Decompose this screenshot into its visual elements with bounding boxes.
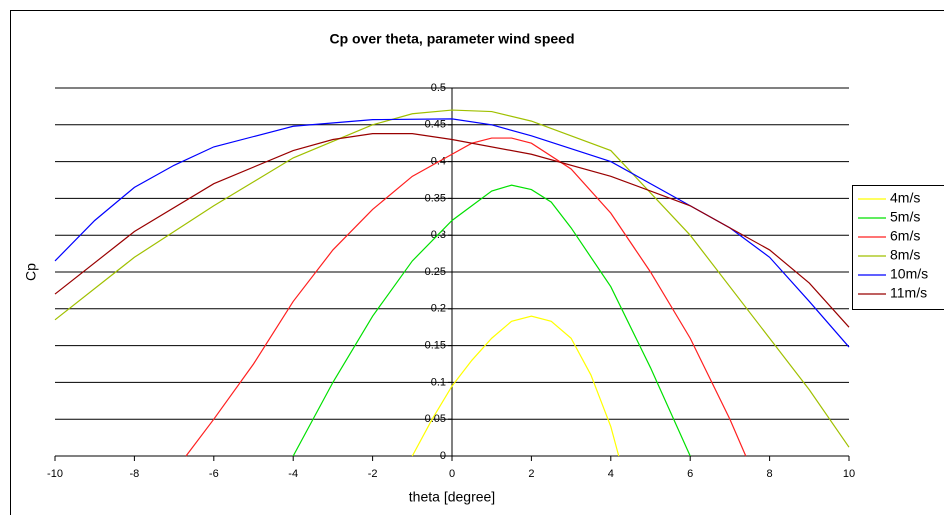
y-tick-label: 0.1 bbox=[431, 376, 446, 388]
x-tick-label: 4 bbox=[608, 468, 614, 480]
legend-label: 5m/s bbox=[890, 209, 920, 225]
x-tick-label: 2 bbox=[528, 468, 534, 480]
series-line bbox=[54, 118, 850, 348]
y-tick-label: 0.45 bbox=[425, 119, 446, 131]
y-axis-title: Cp bbox=[23, 263, 39, 281]
x-tick-label: 6 bbox=[687, 468, 693, 480]
series-line bbox=[54, 133, 850, 328]
y-tick-label: 0.15 bbox=[425, 340, 446, 352]
legend-box bbox=[852, 185, 944, 310]
chart-title: Cp over theta, parameter wind speed bbox=[329, 31, 574, 47]
legend-label: 10m/s bbox=[890, 266, 928, 282]
y-tick-label: 0.2 bbox=[431, 303, 446, 315]
series-line bbox=[185, 137, 747, 457]
series-line bbox=[54, 109, 850, 448]
series-line bbox=[292, 184, 691, 457]
x-tick-label: 0 bbox=[449, 468, 455, 480]
chart-border bbox=[10, 10, 944, 515]
x-axis-title: theta [degree] bbox=[409, 489, 495, 505]
x-tick-label: 10 bbox=[843, 468, 855, 480]
y-tick-label: 0.35 bbox=[425, 192, 446, 204]
y-tick-label: 0.25 bbox=[425, 266, 446, 278]
x-tick-label: -6 bbox=[209, 468, 219, 480]
x-tick-label: -10 bbox=[47, 468, 63, 480]
legend-label: 4m/s bbox=[890, 190, 920, 206]
series-line bbox=[411, 315, 620, 457]
legend-label: 6m/s bbox=[890, 228, 920, 244]
x-tick-label: -8 bbox=[130, 468, 140, 480]
x-tick-label: -4 bbox=[288, 468, 298, 480]
x-tick-label: -2 bbox=[368, 468, 378, 480]
y-tick-label: 0.5 bbox=[431, 82, 446, 94]
x-tick-label: 8 bbox=[767, 468, 773, 480]
legend-label: 8m/s bbox=[890, 247, 920, 263]
legend-label: 11m/s bbox=[890, 285, 927, 301]
